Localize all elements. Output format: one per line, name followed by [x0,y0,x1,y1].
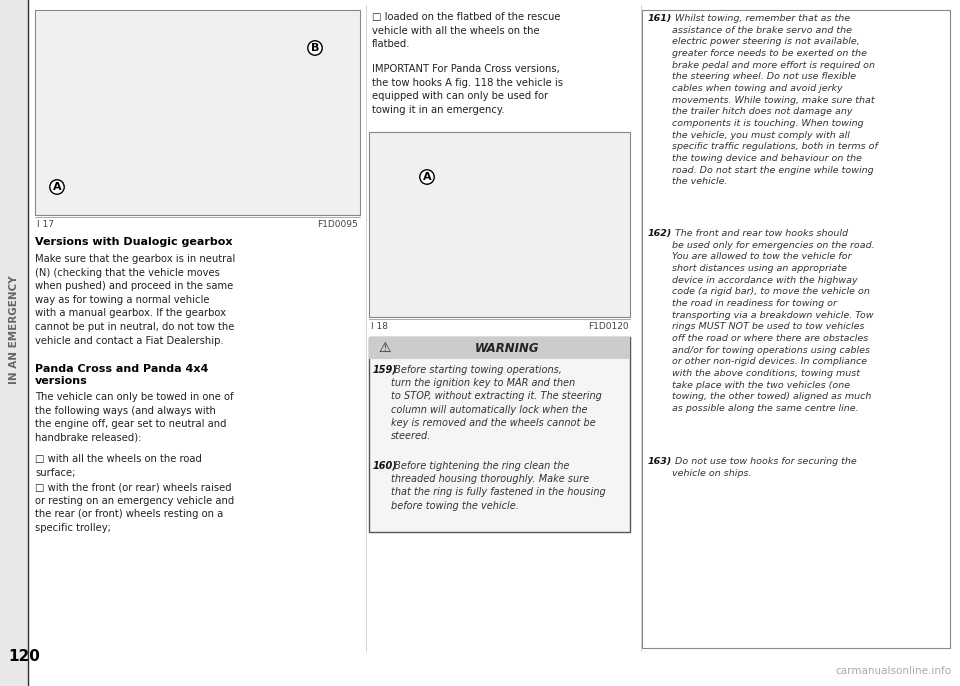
Text: B: B [311,43,319,53]
Text: F1D0120: F1D0120 [588,322,629,331]
Text: IMPORTANT For Panda Cross versions,
the tow hooks A fig. 118 the vehicle is
equi: IMPORTANT For Panda Cross versions, the … [372,64,563,115]
Text: l 18: l 18 [371,322,388,331]
Text: 120: 120 [8,649,40,664]
Bar [369,337,630,359]
Text: □ loaded on the flatbed of the rescue
vehicle with all the wheels on the
flatbed: □ loaded on the flatbed of the rescue ve… [372,12,561,49]
Text: 162): 162) [648,229,672,238]
Text: 159): 159) [373,365,397,375]
Text: WARNING: WARNING [475,342,540,355]
Text: IN AN EMERGENCY: IN AN EMERGENCY [9,275,19,383]
Text: The vehicle can only be towed in one of
the following ways (and always with
the : The vehicle can only be towed in one of … [35,392,233,442]
Bar [369,132,630,317]
Text: Make sure that the gearbox is in neutral
(N) (checking that the vehicle moves
wh: Make sure that the gearbox is in neutral… [35,254,235,346]
Text: carmanualsonline.info: carmanualsonline.info [836,666,952,676]
Text: F1D0095: F1D0095 [317,220,358,229]
Bar [35,10,360,215]
Text: 161): 161) [648,14,672,23]
Bar [642,10,950,648]
Text: 160): 160) [373,461,397,471]
Text: Do not use tow hooks for securing the
vehicle on ships.: Do not use tow hooks for securing the ve… [672,457,856,477]
Text: Before tightening the ring clean the
threaded housing thoroughly. Make sure
that: Before tightening the ring clean the thr… [391,461,606,510]
Bar [369,337,630,532]
Text: l 17: l 17 [37,220,54,229]
Text: The front and rear tow hooks should
be used only for emergencies on the road.
Yo: The front and rear tow hooks should be u… [672,229,875,413]
Text: Before starting towing operations,
turn the ignition key to MAR and then
to STOP: Before starting towing operations, turn … [391,365,602,441]
Text: A: A [53,182,61,192]
Text: □ with the front (or rear) wheels raised
or resting on an emergency vehicle and
: □ with the front (or rear) wheels raised… [35,482,234,533]
Text: ⚠: ⚠ [379,341,392,355]
Bar [0,0,28,686]
Text: 163): 163) [648,457,672,466]
Text: Whilst towing, remember that as the
assistance of the brake servo and the
electr: Whilst towing, remember that as the assi… [672,14,877,186]
Text: Versions with Dualogic gearbox: Versions with Dualogic gearbox [35,237,232,247]
Text: Panda Cross and Panda 4x4
versions: Panda Cross and Panda 4x4 versions [35,364,208,386]
Text: □ with all the wheels on the road
surface;: □ with all the wheels on the road surfac… [35,454,202,477]
Text: A: A [422,172,431,182]
